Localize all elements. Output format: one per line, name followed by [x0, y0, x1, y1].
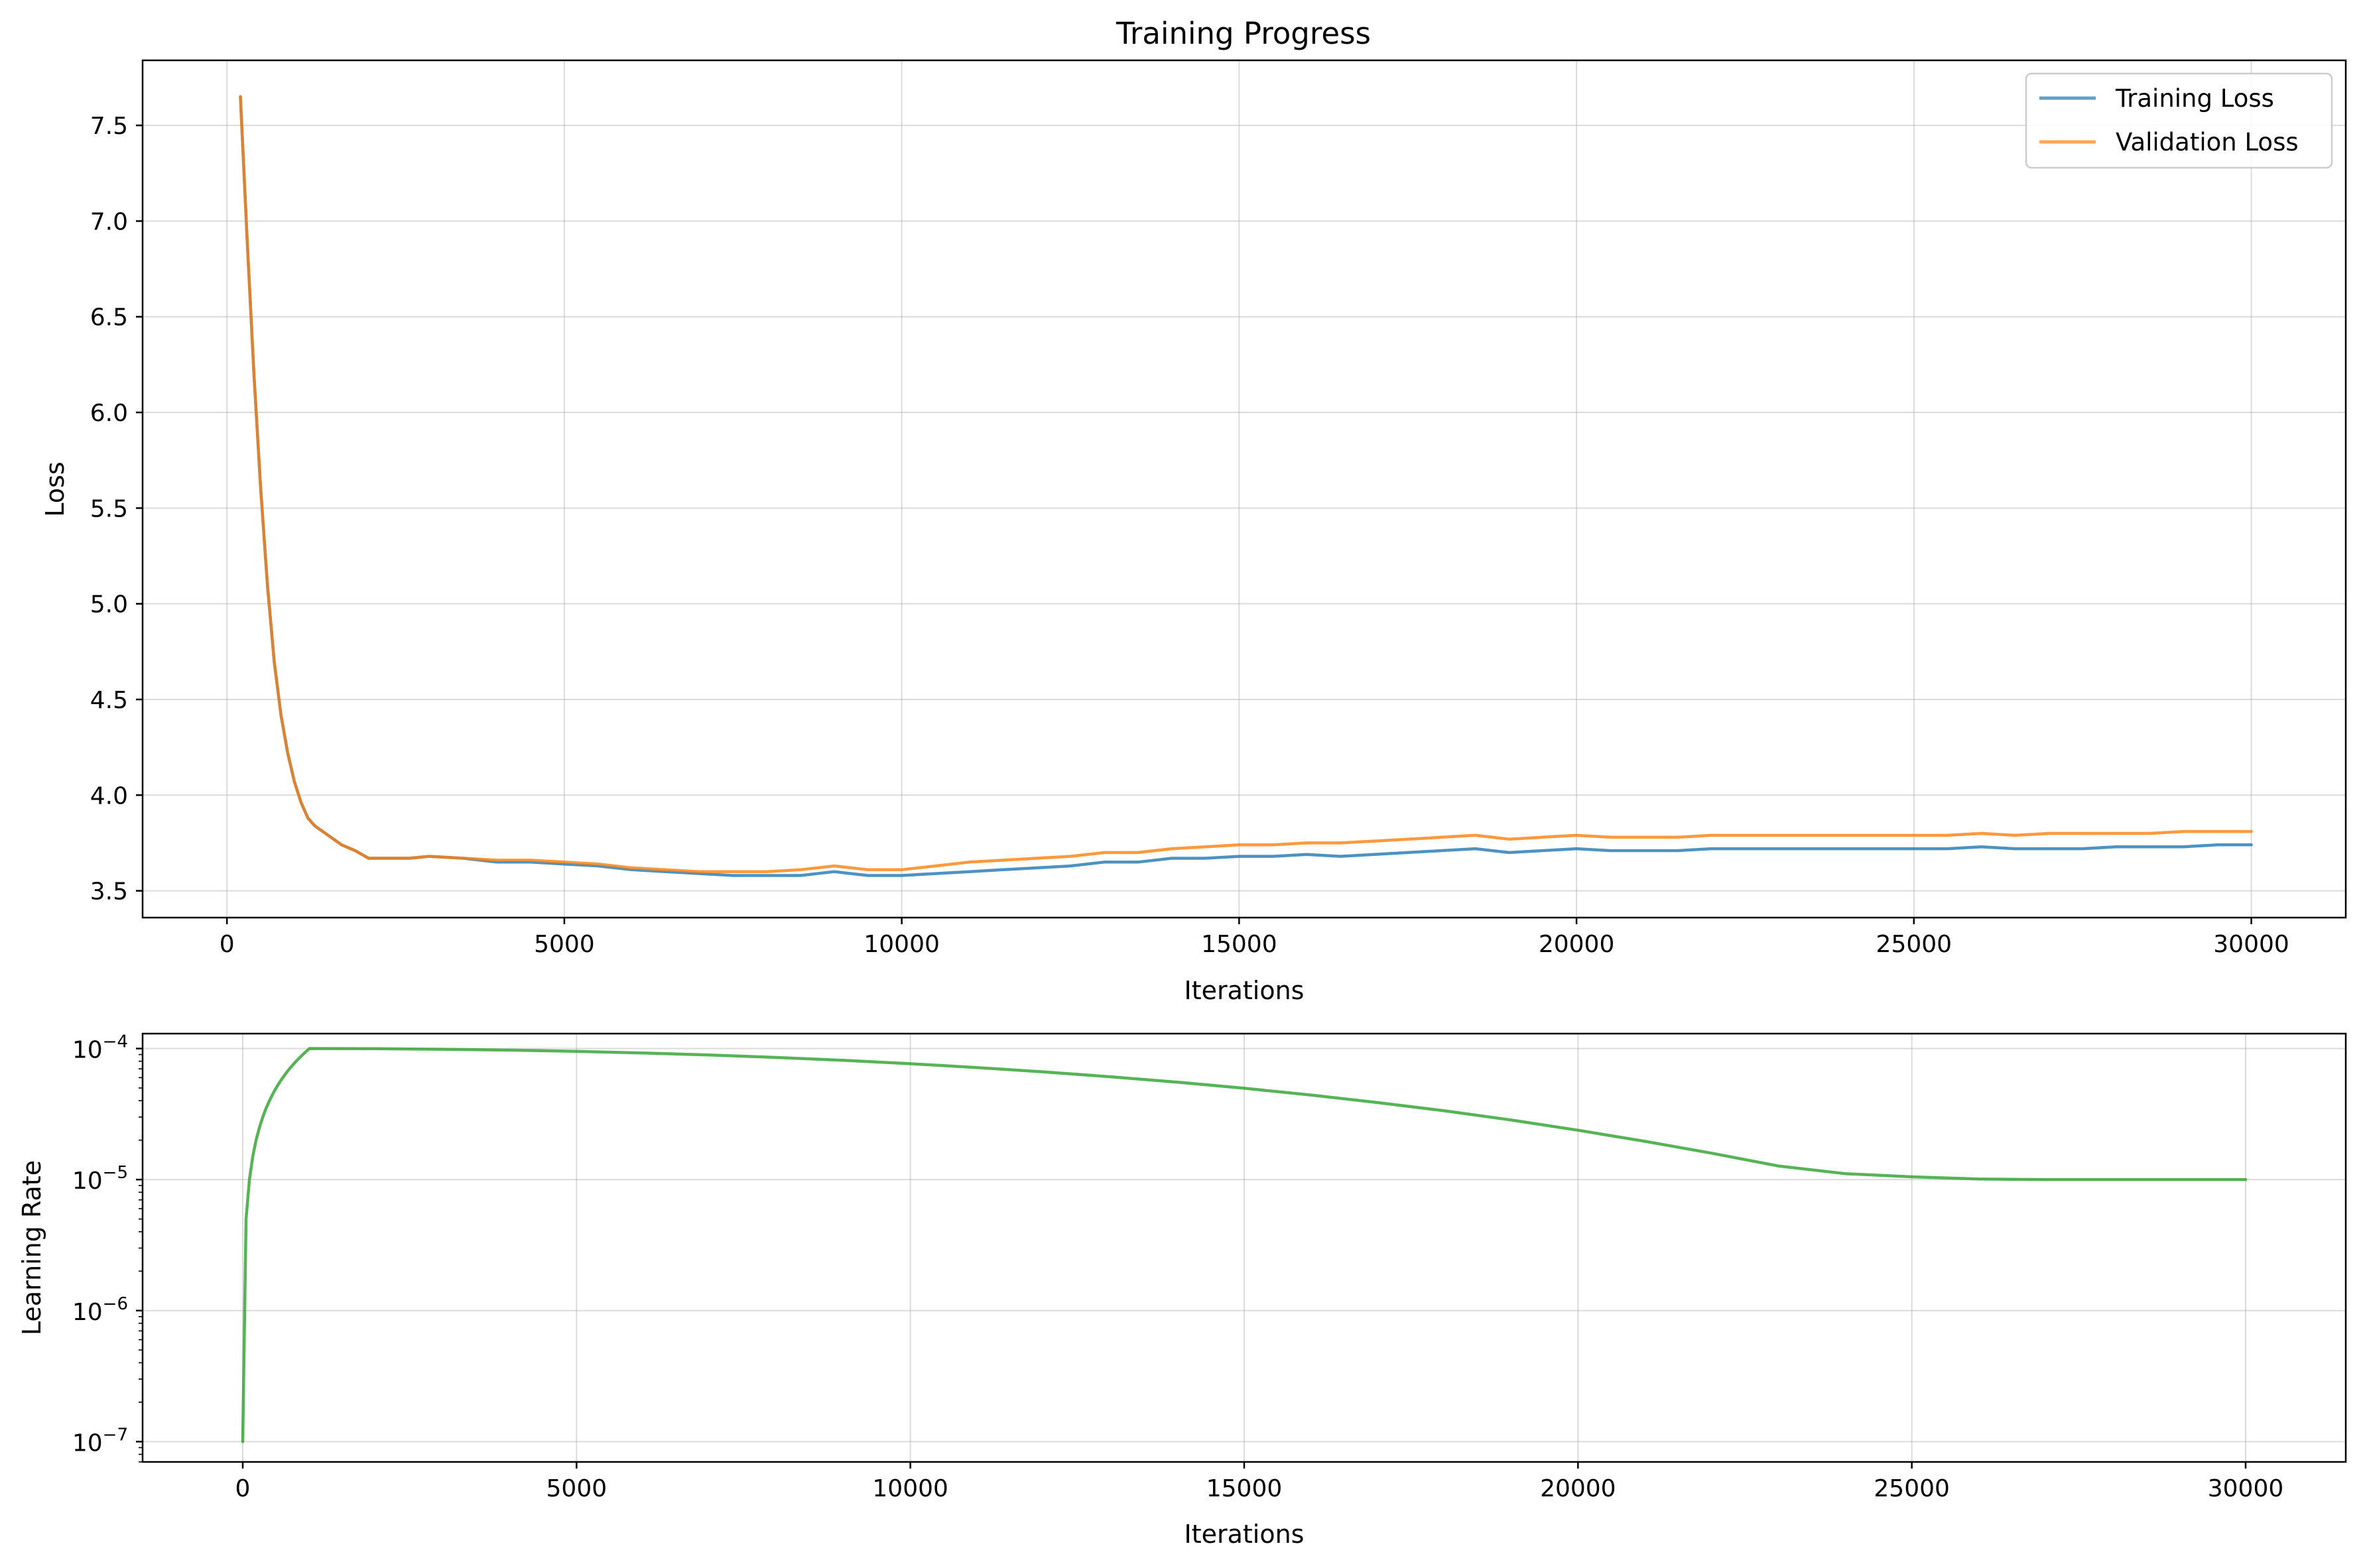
- loss-axes-frame: [141, 59, 2347, 919]
- loss-ticks: 0 5000 10000 15000 20000 25000 30000 3.5 4.0 4.5 5…: [90, 113, 2289, 958]
- loss-subplot: Training Progress 0 5000 10000 15000 20000 25…: [40, 16, 2347, 1005]
- loss-y-tick-label: 4.0: [90, 782, 128, 810]
- loss-y-axis-label: Loss: [40, 461, 70, 516]
- loss-y-tick-label: 7.5: [90, 113, 128, 140]
- loss-x-tick-label: 10000: [863, 931, 940, 958]
- loss-x-axis-label: Iterations: [1184, 976, 1305, 1005]
- loss-grid: [143, 60, 2346, 918]
- loss-x-tick-label: 30000: [2213, 931, 2289, 958]
- lr-y-axis-label: Learning Rate: [17, 1160, 46, 1335]
- loss-y-tick-label: 5.5: [90, 495, 128, 522]
- lr-y-tick-label: 10−5: [72, 1163, 128, 1195]
- lr-x-tick-label: 5000: [546, 1475, 607, 1502]
- lr-x-tick-label: 10000: [872, 1475, 948, 1502]
- chart-title: Training Progress: [1116, 16, 1371, 51]
- loss-y-tick-label: 3.5: [90, 878, 128, 906]
- loss-y-tick-label: 4.5: [90, 687, 128, 714]
- legend-label-validation-loss: Validation Loss: [2116, 128, 2299, 156]
- loss-y-tick-label: 6.0: [90, 400, 128, 427]
- loss-y-tick-label: 7.0: [90, 208, 128, 235]
- legend-label-training-loss: Training Loss: [2115, 84, 2274, 113]
- lr-x-axis-label: Iterations: [1184, 1520, 1305, 1549]
- lr-x-tick-label: 20000: [1540, 1475, 1616, 1502]
- lr-y-tick-label: 10−6: [72, 1294, 128, 1326]
- loss-y-tick-label: 5.0: [90, 591, 128, 619]
- loss-x-tick-label: 0: [220, 931, 235, 958]
- lr-series: [241, 1047, 2248, 1443]
- lr-x-tick-label: 0: [235, 1475, 251, 1502]
- lr-grid: [143, 1034, 2346, 1462]
- loss-x-tick-label: 5000: [534, 931, 595, 958]
- lr-x-tick-label: 25000: [1874, 1475, 1950, 1502]
- lr-y-tick-label: 10−4: [72, 1032, 128, 1064]
- validation-loss-line: [239, 95, 2253, 873]
- loss-x-tick-label: 20000: [1539, 931, 1615, 958]
- loss-x-tick-label: 15000: [1201, 931, 1277, 958]
- lr-ticks: 0 5000 10000 15000 20000 25000 30000 10−7 10−6 10…: [72, 1032, 2283, 1502]
- loss-x-tick-label: 25000: [1876, 931, 1952, 958]
- loss-y-tick-label: 6.5: [90, 304, 128, 332]
- loss-series: [239, 95, 2253, 877]
- lr-series-line: [241, 1047, 2248, 1443]
- training-loss-line: [239, 95, 2253, 877]
- legend-box: [2025, 72, 2333, 169]
- lr-y-tick-label: 10−7: [72, 1425, 128, 1457]
- lr-x-tick-label: 30000: [2208, 1475, 2284, 1502]
- legend: Training Loss Validation Loss: [2025, 72, 2333, 169]
- lr-x-tick-label: 15000: [1206, 1475, 1283, 1502]
- learning-rate-subplot: 0 5000 10000 15000 20000 25000 30000 10−7 10−6 10…: [17, 1032, 2347, 1549]
